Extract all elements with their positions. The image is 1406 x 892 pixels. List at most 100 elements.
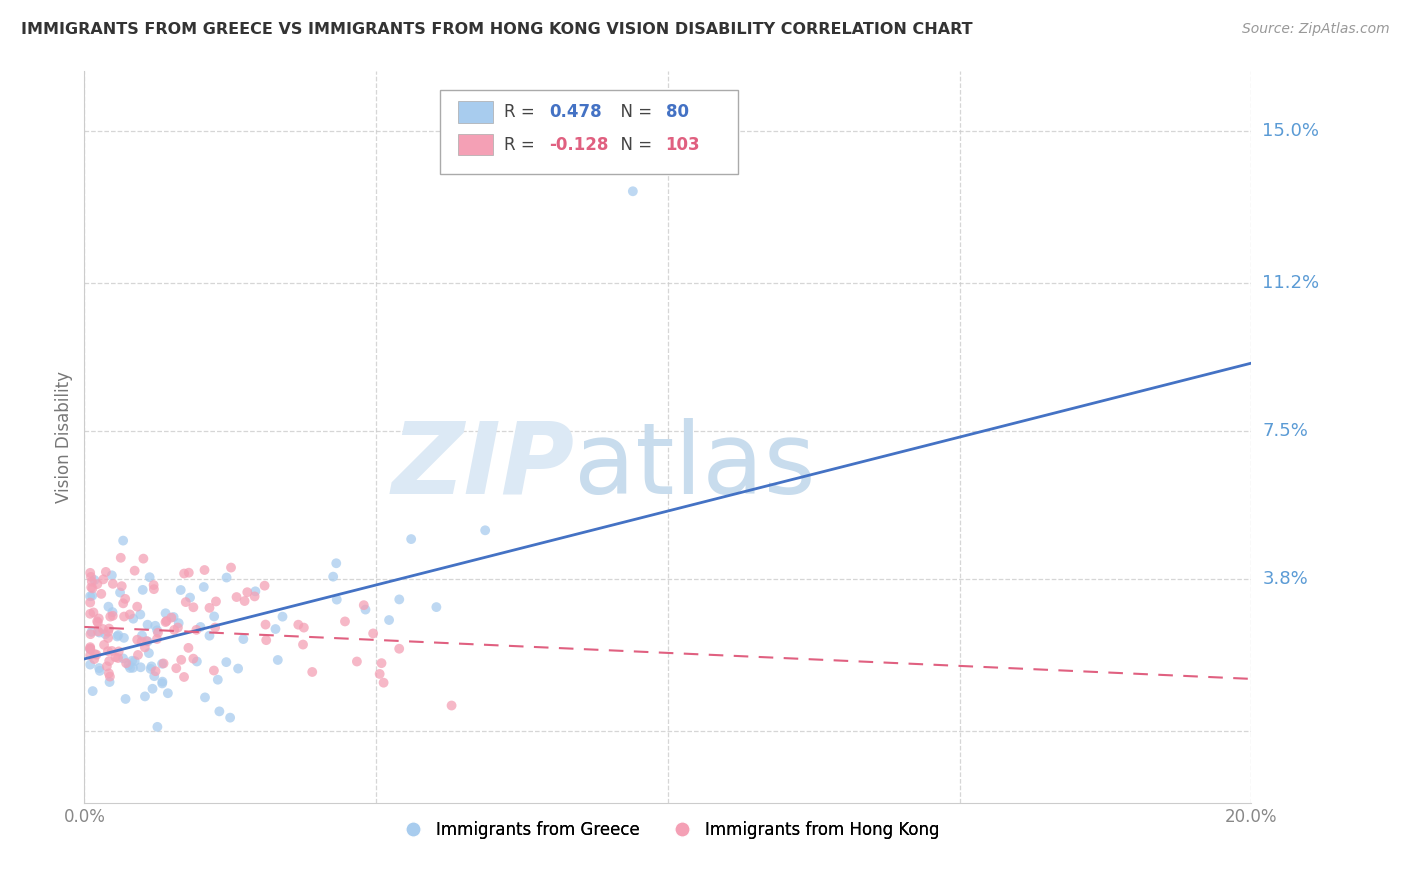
Point [243, 590, 266, 604]
Point [101, 605, 124, 619]
Point [194, 690, 217, 705]
Point [150, 657, 173, 671]
Point [173, 670, 195, 684]
Point [207, 673, 229, 687]
Bar [458, 134, 494, 155]
Point [177, 566, 200, 580]
Point [107, 628, 129, 642]
Point [101, 608, 124, 623]
Point [179, 591, 201, 605]
Point [79, 657, 101, 672]
Point [143, 619, 166, 633]
Point [346, 655, 368, 669]
Point [122, 661, 145, 675]
Point [292, 638, 315, 652]
Text: Source: ZipAtlas.com: Source: ZipAtlas.com [1241, 22, 1389, 37]
Point [111, 579, 134, 593]
Text: 3.8%: 3.8% [1263, 570, 1308, 588]
Point [156, 686, 179, 700]
Text: R =: R = [505, 136, 540, 153]
Point [124, 564, 146, 578]
Point [219, 560, 242, 574]
Point [82, 684, 104, 698]
Point [301, 665, 323, 679]
Text: N =: N = [610, 103, 657, 120]
Point [86, 615, 108, 629]
Point [150, 676, 173, 690]
Point [94, 627, 117, 641]
Point [226, 662, 249, 676]
Y-axis label: Vision Disability: Vision Disability [55, 371, 73, 503]
Point [163, 623, 186, 637]
Point [110, 550, 132, 565]
Point [193, 580, 215, 594]
Point [155, 614, 177, 628]
Point [326, 592, 349, 607]
Point [108, 585, 131, 599]
Point [87, 615, 110, 630]
Point [79, 607, 101, 621]
Point [117, 658, 139, 673]
Point [87, 661, 110, 675]
Point [79, 648, 101, 663]
Point [361, 626, 384, 640]
Point [373, 675, 395, 690]
Point [129, 660, 152, 674]
Point [121, 654, 143, 668]
Point [253, 579, 276, 593]
Point [90, 587, 112, 601]
Point [134, 640, 156, 655]
Point [236, 585, 259, 599]
Point [101, 644, 124, 658]
Point [370, 656, 392, 670]
Point [170, 653, 193, 667]
Point [83, 573, 105, 587]
Point [112, 596, 135, 610]
Point [146, 624, 169, 638]
Point [388, 641, 411, 656]
Point [107, 651, 129, 665]
Point [292, 621, 315, 635]
Point [82, 582, 104, 596]
Point [132, 582, 155, 597]
Point [146, 632, 169, 646]
Point [80, 624, 103, 639]
Text: 80: 80 [665, 103, 689, 120]
Point [80, 580, 103, 594]
Point [254, 633, 277, 648]
Point [91, 622, 114, 636]
Point [97, 631, 120, 645]
Point [138, 646, 160, 660]
Point [120, 661, 142, 675]
Point [139, 662, 162, 676]
Point [146, 625, 169, 640]
Text: IMMIGRANTS FROM GREECE VS IMMIGRANTS FROM HONG KONG VISION DISABILITY CORRELATIO: IMMIGRANTS FROM GREECE VS IMMIGRANTS FRO… [21, 22, 973, 37]
Point [79, 641, 101, 656]
Point [233, 594, 256, 608]
Legend: Immigrants from Greece, Immigrants from Hong Kong: Immigrants from Greece, Immigrants from … [389, 814, 946, 846]
Point [354, 602, 377, 616]
Point [181, 651, 204, 665]
Point [112, 631, 135, 645]
Point [204, 620, 226, 634]
Point [98, 675, 121, 690]
Point [174, 595, 197, 609]
Bar [458, 101, 494, 122]
Point [79, 596, 101, 610]
Point [152, 674, 174, 689]
Bar [440, 90, 738, 174]
Point [219, 711, 242, 725]
Point [202, 664, 225, 678]
Point [107, 644, 129, 658]
Text: N =: N = [610, 136, 657, 153]
Point [425, 600, 447, 615]
Point [135, 634, 157, 648]
Point [98, 654, 121, 668]
Point [138, 570, 160, 584]
Text: 0.478: 0.478 [548, 103, 602, 120]
Point [80, 574, 103, 589]
Point [186, 655, 208, 669]
Point [254, 617, 277, 632]
Point [132, 551, 155, 566]
Point [245, 584, 267, 599]
